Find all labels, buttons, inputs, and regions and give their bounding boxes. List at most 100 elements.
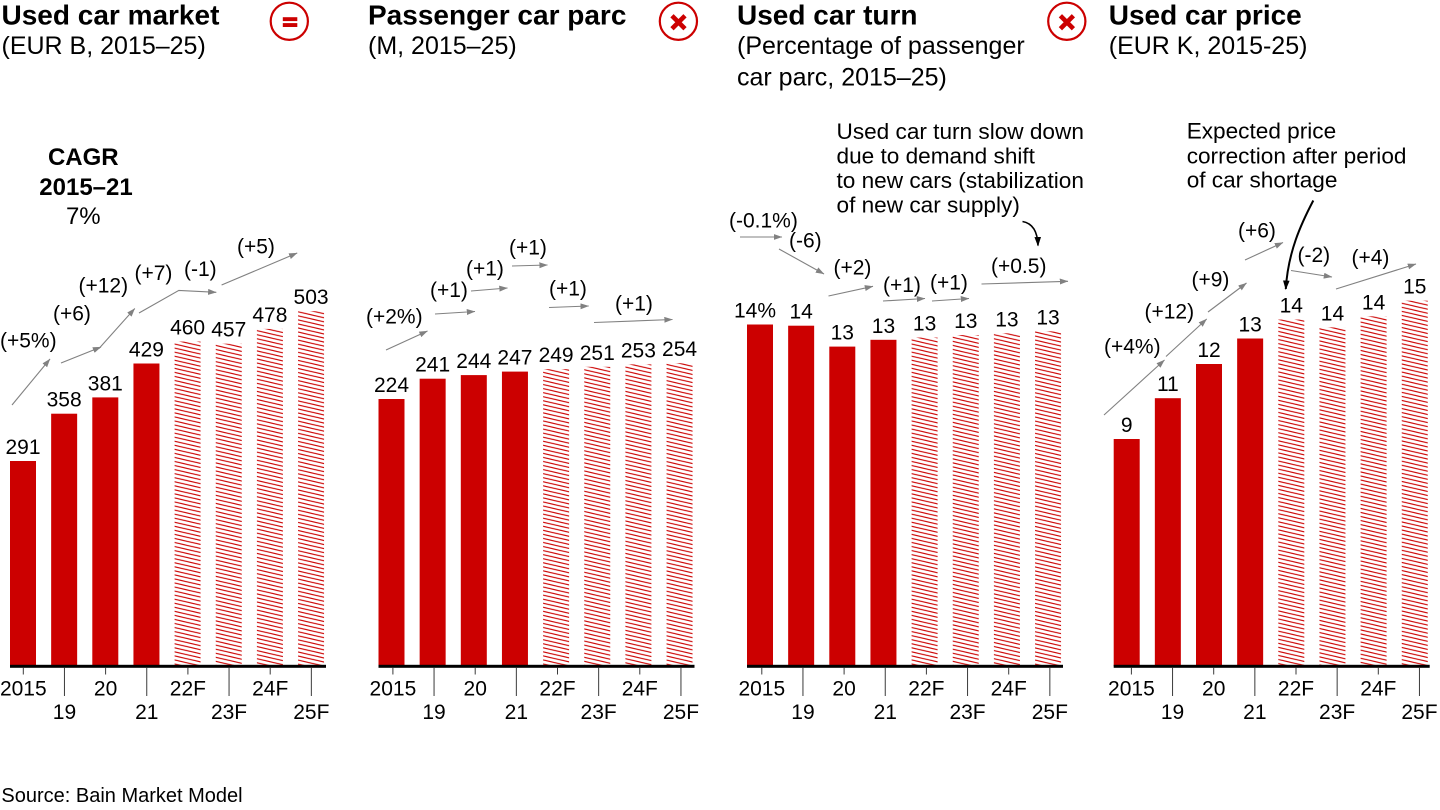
svg-text:of new car supply): of new car supply)	[837, 193, 1020, 218]
svg-text:247: 247	[497, 347, 532, 370]
svg-text:(M, 2015–25): (M, 2015–25)	[368, 32, 517, 60]
svg-text:23F: 23F	[949, 701, 985, 724]
svg-text:2015: 2015	[0, 678, 47, 701]
svg-text:(+1): (+1)	[509, 237, 547, 260]
svg-text:11: 11	[1157, 373, 1179, 396]
svg-text:13: 13	[831, 322, 854, 345]
svg-text:21: 21	[1243, 701, 1266, 724]
svg-text:13: 13	[1238, 314, 1261, 337]
svg-text:12: 12	[1197, 339, 1220, 362]
svg-text:24F: 24F	[622, 678, 658, 701]
svg-text:21: 21	[874, 701, 897, 724]
svg-text:of car shortage: of car shortage	[1187, 168, 1338, 193]
svg-text:(+1): (+1)	[883, 274, 921, 297]
svg-text:correction after period: correction after period	[1187, 143, 1407, 168]
svg-text:(Percentage of passenger: (Percentage of passenger	[737, 32, 1025, 60]
svg-text:13: 13	[995, 308, 1018, 331]
svg-text:Passenger car parc: Passenger car parc	[368, 0, 626, 30]
svg-text:291: 291	[5, 436, 40, 459]
svg-text:20: 20	[1202, 678, 1225, 701]
svg-text:2015: 2015	[738, 678, 785, 701]
svg-text:Used car turn slow down: Used car turn slow down	[837, 119, 1084, 144]
svg-text:429: 429	[129, 339, 164, 362]
svg-text:358: 358	[47, 389, 82, 412]
svg-text:(-2): (-2)	[1298, 244, 1331, 267]
svg-text:251: 251	[580, 342, 615, 365]
svg-text:25F: 25F	[293, 701, 329, 724]
svg-text:253: 253	[621, 339, 656, 362]
svg-text:(+4%): (+4%)	[1104, 336, 1161, 359]
svg-text:20: 20	[94, 678, 117, 701]
svg-text:22F: 22F	[539, 678, 575, 701]
svg-text:(+1): (+1)	[466, 258, 504, 281]
svg-text:(+1): (+1)	[430, 279, 468, 302]
svg-text:13: 13	[872, 315, 895, 338]
svg-text:23F: 23F	[1319, 701, 1355, 724]
svg-text:244: 244	[456, 350, 491, 373]
svg-text:22F: 22F	[170, 678, 206, 701]
svg-text:20: 20	[832, 678, 855, 701]
svg-text:(EUR K, 2015-25): (EUR K, 2015-25)	[1109, 32, 1308, 60]
svg-text:460: 460	[170, 317, 205, 340]
svg-text:25F: 25F	[1401, 701, 1437, 724]
svg-text:24F: 24F	[252, 678, 288, 701]
svg-text:(-6): (-6)	[789, 229, 822, 252]
svg-text:22F: 22F	[908, 678, 944, 701]
svg-text:13: 13	[954, 310, 977, 333]
svg-text:(-0.1%): (-0.1%)	[729, 210, 798, 233]
svg-text:13: 13	[1036, 306, 1059, 329]
svg-text:(+2%): (+2%)	[366, 306, 423, 329]
svg-text:254: 254	[662, 338, 697, 361]
svg-text:(+7): (+7)	[135, 262, 173, 285]
svg-text:(+12): (+12)	[79, 274, 129, 297]
svg-text:13: 13	[913, 313, 936, 336]
svg-text:to new cars (stabilization: to new cars (stabilization	[837, 168, 1084, 193]
svg-text:Used car market: Used car market	[2, 0, 220, 30]
svg-text:19: 19	[791, 701, 814, 724]
svg-text:503: 503	[294, 286, 329, 309]
svg-text:9: 9	[1121, 414, 1133, 437]
svg-text:22F: 22F	[1278, 678, 1314, 701]
svg-text:14: 14	[789, 301, 813, 324]
svg-text:249: 249	[539, 344, 574, 367]
svg-text:24F: 24F	[991, 678, 1027, 701]
svg-text:25F: 25F	[663, 701, 699, 724]
svg-text:(+12): (+12)	[1145, 300, 1195, 323]
svg-text:23F: 23F	[211, 701, 247, 724]
svg-text:381: 381	[88, 372, 123, 395]
svg-text:24F: 24F	[1360, 678, 1396, 701]
svg-text:Source: Bain Market Model: Source: Bain Market Model	[1, 785, 242, 807]
svg-text:21: 21	[135, 701, 158, 724]
svg-text:due to demand shift: due to demand shift	[837, 144, 1036, 169]
svg-text:(+1): (+1)	[549, 278, 587, 301]
svg-text:(-1): (-1)	[184, 258, 217, 281]
svg-text:2015: 2015	[1108, 678, 1155, 701]
svg-text:14%: 14%	[734, 300, 776, 323]
svg-text:19: 19	[53, 701, 76, 724]
svg-text:(EUR B, 2015–25): (EUR B, 2015–25)	[2, 32, 206, 60]
svg-text:Used car price: Used car price	[1109, 0, 1302, 30]
svg-text:15: 15	[1403, 276, 1426, 299]
svg-text:14: 14	[1321, 302, 1345, 325]
svg-text:(+0.5): (+0.5)	[991, 255, 1046, 278]
svg-text:(+9): (+9)	[1192, 269, 1230, 292]
svg-text:14: 14	[1280, 295, 1304, 318]
svg-text:car parc, 2015–25): car parc, 2015–25)	[737, 64, 947, 92]
svg-text:7%: 7%	[66, 203, 101, 230]
svg-text:20: 20	[464, 678, 487, 701]
svg-text:(+6): (+6)	[1238, 220, 1276, 243]
svg-text:23F: 23F	[581, 701, 617, 724]
svg-text:19: 19	[422, 701, 445, 724]
svg-text:2015: 2015	[370, 678, 417, 701]
svg-text:25F: 25F	[1032, 701, 1068, 724]
svg-text:2015–21: 2015–21	[39, 174, 132, 201]
svg-text:241: 241	[415, 354, 450, 377]
svg-text:457: 457	[211, 319, 246, 342]
svg-text:19: 19	[1161, 701, 1184, 724]
svg-text:(+5%): (+5%)	[0, 330, 57, 353]
svg-text:Used car turn: Used car turn	[737, 0, 918, 30]
svg-text:224: 224	[374, 374, 409, 397]
svg-text:CAGR: CAGR	[48, 144, 119, 171]
svg-text:(+4): (+4)	[1352, 247, 1390, 270]
svg-text:21: 21	[505, 701, 528, 724]
